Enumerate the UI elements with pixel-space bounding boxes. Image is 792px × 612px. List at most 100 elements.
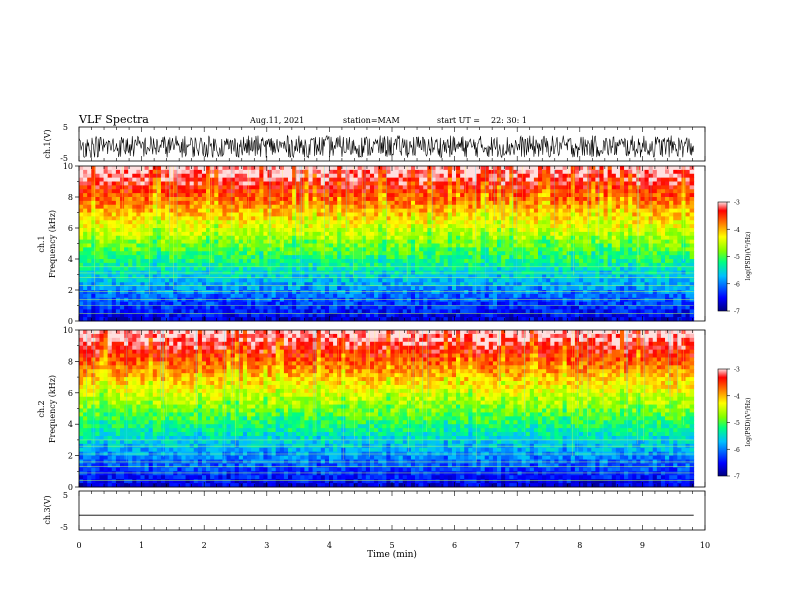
spectrogram-cell: [415, 297, 420, 303]
spectrogram-cell: [218, 208, 223, 213]
spectrogram-cell: [251, 262, 256, 268]
spectrogram-cell: [566, 177, 572, 182]
spectrogram-cell: [456, 305, 461, 310]
spectrogram-cell: [140, 189, 145, 194]
spectrogram-cell: [173, 212, 178, 217]
spectrogram-cell: [423, 228, 428, 233]
spectrogram-cell: [111, 200, 117, 206]
spectrogram-cell: [562, 181, 568, 186]
spectrogram-cell: [337, 251, 342, 256]
spectrogram-cell: [279, 239, 285, 244]
spectrogram-cell: [152, 290, 158, 295]
spectrogram-cell: [214, 278, 219, 283]
spectrogram-cell: [451, 262, 457, 268]
spectrogram-cell: [185, 239, 191, 244]
spectrogram-cell: [238, 251, 244, 256]
spectrogram-cell: [501, 200, 506, 206]
spectrogram-cell: [169, 185, 174, 190]
spectrogram-cell: [304, 309, 309, 314]
spectrogram-cell: [288, 185, 293, 190]
spectrogram-cell: [517, 173, 523, 179]
spectrogram-cell: [173, 177, 178, 182]
spectrogram-cell: [107, 239, 113, 244]
spectrogram-cell: [509, 251, 514, 256]
spectrogram-cell: [210, 208, 215, 213]
spectrogram-cell: [91, 262, 96, 268]
spectrogram-cell: [107, 228, 113, 233]
spectrogram-cell: [538, 255, 543, 260]
spectrogram-cell: [525, 231, 531, 237]
spectrogram-cell: [558, 204, 563, 210]
spectrogram-cell: [570, 193, 576, 198]
spectrogram-cell: [558, 224, 563, 229]
spectrogram-cell: [234, 251, 240, 256]
spectrogram-cell: [152, 301, 158, 306]
spectrogram-cell: [431, 239, 436, 244]
spectrogram-cell: [353, 212, 359, 217]
spectrogram-cell: [427, 193, 432, 198]
spectrogram-cell: [337, 262, 342, 268]
spectrogram-cell: [439, 193, 445, 198]
spectrogram-cell: [550, 197, 555, 202]
spectrogram-cell: [189, 216, 195, 221]
spectrogram-cell: [349, 181, 354, 186]
spectrogram-cell: [316, 274, 322, 279]
spectrogram-cell: [259, 228, 264, 233]
spectrogram-cell: [226, 224, 232, 229]
spectrogram-cell: [419, 286, 424, 291]
spectrogram-cell: [488, 255, 494, 260]
spectrogram-cell: [517, 181, 523, 186]
spectrogram-cell: [505, 216, 510, 221]
spectrogram-cell: [156, 181, 162, 186]
spectrogram-cell: [378, 197, 383, 202]
spectrogram-cell: [431, 297, 436, 303]
spectrogram-cell: [169, 220, 174, 225]
spectrogram-cell: [542, 305, 547, 310]
spectrogram-cell: [214, 290, 219, 295]
spectrogram-cell: [308, 228, 313, 233]
spectrogram-cell: [394, 239, 400, 244]
spectrogram-cell: [501, 247, 506, 252]
spectrogram-cell: [570, 243, 576, 248]
spectrogram-cell: [201, 204, 207, 210]
spectrogram-cell: [345, 228, 350, 233]
spectrogram-cell: [218, 173, 223, 179]
spectrogram-cell: [349, 177, 354, 182]
spectrogram-cell: [288, 239, 293, 244]
spectrogram-cell: [361, 197, 367, 202]
spectrogram-cell: [492, 189, 498, 194]
spectrogram-cell: [361, 278, 367, 283]
spectrogram-cell: [341, 297, 346, 303]
spectrogram-cell: [517, 305, 523, 310]
spectrogram-cell: [234, 228, 240, 233]
spectrogram-cell: [160, 193, 166, 198]
spectrogram-cell: [255, 200, 260, 206]
spectrogram-cell: [476, 305, 482, 310]
spectrogram-cell: [505, 301, 510, 306]
spectrogram-cell: [259, 181, 264, 186]
spectrogram-cell: [431, 197, 436, 202]
spectrogram-cell: [148, 278, 154, 283]
spectrogram-cell: [132, 243, 137, 248]
spectrogram-cell: [156, 309, 162, 314]
spectrogram-cell: [406, 255, 412, 260]
spectrogram-cell: [328, 235, 334, 241]
spectrogram-cell: [247, 169, 252, 175]
spectrogram-cell: [550, 313, 555, 318]
spectrogram-cell: [410, 208, 416, 213]
spectrogram-cell: [554, 208, 559, 213]
spectrogram-cell: [406, 235, 412, 241]
spectrogram-cell: [87, 216, 92, 221]
spectrogram-cell: [513, 166, 518, 171]
spectrogram-cell: [374, 200, 379, 206]
spectrogram-cell: [193, 200, 199, 206]
spectrogram-cell: [415, 193, 420, 198]
spectrogram-cell: [201, 231, 207, 237]
spectrogram-cell: [87, 274, 92, 279]
spectrogram-cell: [484, 166, 490, 171]
spectrogram-cell: [460, 204, 465, 210]
spectrogram-cell: [210, 309, 215, 314]
spectrogram-cell: [382, 301, 387, 306]
spectrogram-cell: [460, 247, 465, 252]
spectrogram-cell: [476, 200, 482, 206]
